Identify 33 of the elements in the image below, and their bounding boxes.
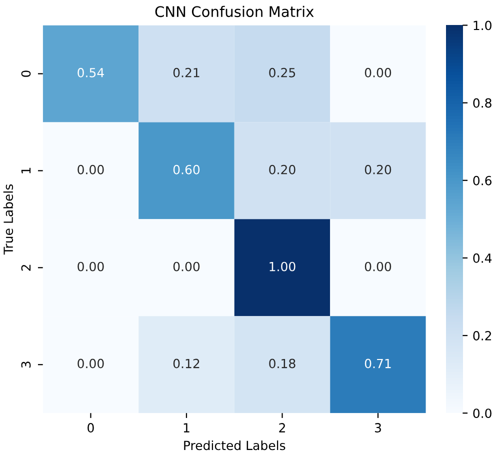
color-bar-label: 0.8: [473, 98, 492, 108]
data-label: 0.00: [78, 164, 104, 174]
data-label: 0.00: [78, 358, 104, 368]
y-tick-label: 3: [21, 362, 31, 368]
chart-title: CNN Confusion Matrix: [155, 6, 314, 18]
color-bar-label: 0.6: [473, 176, 492, 186]
color-bar-label: 0.2: [473, 331, 492, 340]
color-bar-label: 0.4: [473, 253, 492, 263]
data-label: 0.00: [364, 68, 392, 78]
data-label: 0.60: [173, 164, 200, 174]
x-tick-label: 1: [184, 423, 190, 432]
color-bar-label: 0.0: [473, 408, 492, 418]
data-label: 0.12: [173, 358, 200, 368]
data-label: 0.00: [78, 262, 104, 272]
y-tick-label: 1: [21, 168, 31, 174]
x-axis-title: Predicted Labels: [184, 440, 286, 450]
data-label: 0.25: [269, 68, 296, 78]
data-label: 0.00: [173, 262, 200, 272]
data-label: 0.20: [269, 164, 296, 174]
data-label: 0.18: [269, 358, 296, 368]
x-tick-label: 3: [374, 423, 381, 432]
y-axis-title: True Labels: [3, 184, 14, 255]
y-tick-label: 2: [21, 264, 31, 271]
data-label: 0.71: [364, 358, 391, 368]
data-label: 0.21: [173, 68, 200, 78]
data-label: 0.20: [364, 164, 392, 174]
x-tick-label: 2: [279, 423, 285, 432]
data-label: 0.00: [364, 262, 392, 272]
data-label: 0.54: [78, 68, 104, 78]
color-bar-label: 1.0: [474, 20, 492, 30]
data-label: 1.00: [270, 262, 296, 272]
y-tick-label: 0: [21, 70, 31, 77]
x-tick-label: 0: [88, 423, 94, 432]
